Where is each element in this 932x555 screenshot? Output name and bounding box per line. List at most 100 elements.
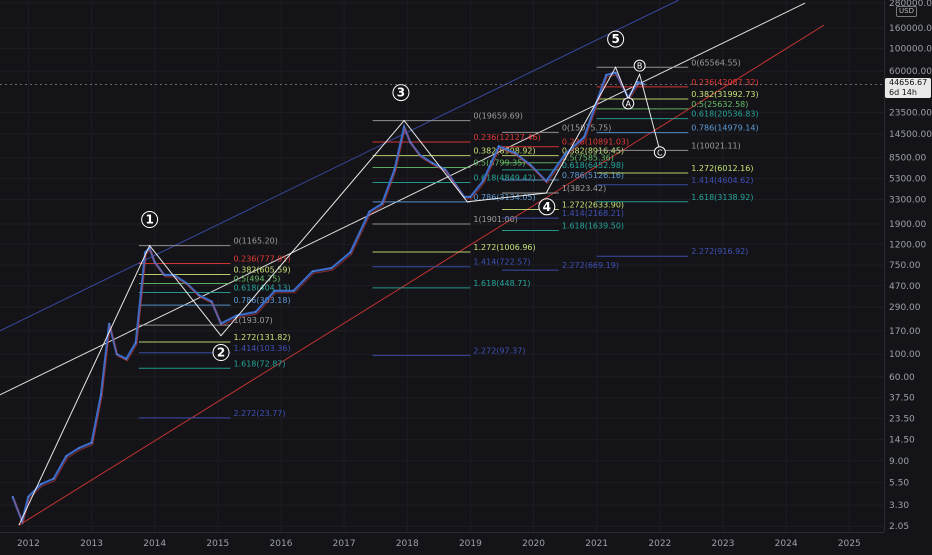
wave-label-circle bbox=[141, 211, 159, 229]
price-point bbox=[108, 322, 111, 325]
fib-level-label: 0(65564.55) bbox=[691, 58, 741, 67]
current-price-value: 44656.67 bbox=[889, 78, 928, 88]
fib-level-label: 0.5(7585.36) bbox=[562, 154, 614, 163]
fib-level-label: 1.272(2633.90) bbox=[562, 201, 624, 210]
price-point bbox=[469, 196, 472, 198]
price-tick-label: 290.00 bbox=[889, 303, 921, 313]
price-tick-label: 170.00 bbox=[889, 327, 921, 337]
fib-level-label: 0.618(4849.42) bbox=[473, 174, 535, 183]
price-point bbox=[40, 483, 42, 486]
time-tick-label: 2025 bbox=[838, 539, 861, 549]
fib-level-label: 1.618(72.87) bbox=[233, 359, 285, 368]
price-tick-label: 60.00 bbox=[889, 373, 915, 383]
price-point bbox=[529, 164, 532, 166]
price-point bbox=[292, 289, 295, 292]
price-tick-label: 470.00 bbox=[889, 282, 921, 292]
price-tick-label: 5.50 bbox=[889, 479, 909, 489]
wave-label-C: C bbox=[657, 148, 663, 157]
price-point bbox=[444, 168, 446, 171]
price-point bbox=[482, 180, 484, 182]
price-point bbox=[381, 202, 383, 205]
price-point bbox=[220, 322, 222, 325]
price-point bbox=[198, 294, 200, 296]
price-tick-label: 280000.00 bbox=[889, 0, 932, 9]
price-point bbox=[153, 261, 156, 264]
fib-level-label: 0.236(42087.32) bbox=[691, 78, 758, 87]
fib-level-label: 0.382(605.59) bbox=[233, 266, 290, 275]
time-tick-label: 2022 bbox=[648, 539, 671, 549]
wave-label-5: 5 bbox=[611, 32, 619, 46]
wave-label-B: B bbox=[637, 62, 643, 71]
currency-button[interactable]: USD bbox=[896, 6, 917, 17]
price-point bbox=[636, 81, 639, 83]
price-point bbox=[564, 153, 566, 155]
fib-level-label: 0.236(12127.46) bbox=[473, 133, 540, 142]
elliott-wave-path bbox=[18, 66, 661, 526]
fib-level-label: 1.414(103.36) bbox=[233, 344, 290, 353]
fib-level-label: 0.236(10891.03) bbox=[562, 138, 629, 147]
price-tick-label: 23500.00 bbox=[889, 109, 932, 119]
channel-line bbox=[0, 0, 680, 332]
fib-level-label: 0.382(31992.73) bbox=[691, 90, 758, 99]
price-point bbox=[144, 251, 147, 254]
time-tick-label: 2014 bbox=[143, 539, 166, 549]
price-tick-label: 750.00 bbox=[889, 261, 921, 271]
price-tick-label: 100.00 bbox=[889, 350, 921, 360]
fib-level-label: 0.382(8916.45) bbox=[562, 147, 624, 156]
price-point bbox=[100, 393, 102, 396]
time-tick-label: 2017 bbox=[333, 539, 356, 549]
fib-level-label: 0(1165.20) bbox=[233, 237, 277, 246]
price-point bbox=[125, 358, 128, 360]
time-tick-label: 2016 bbox=[270, 539, 293, 549]
price-tick-label: 1900.00 bbox=[889, 220, 926, 230]
price-point bbox=[254, 311, 257, 313]
time-tick-label: 2012 bbox=[17, 539, 40, 549]
fib-level-label: 0.786(303.18) bbox=[233, 296, 290, 305]
price-point bbox=[78, 447, 80, 449]
time-tick-label: 2013 bbox=[80, 539, 103, 549]
price-point bbox=[330, 267, 333, 269]
fib-level-label: 0.786(5126.16) bbox=[562, 171, 624, 180]
price-chart[interactable]: 0(1165.20)0.236(777.91)0.382(605.59)0.5(… bbox=[0, 0, 884, 532]
fib-level-label: 1.618(448.71) bbox=[473, 279, 530, 288]
fib-level-label: 0.618(6452.98) bbox=[562, 161, 624, 170]
price-point bbox=[11, 495, 14, 498]
fib-level-label: 1.414(4604.62) bbox=[691, 176, 753, 185]
fib-level-label: 0.786(14979.14) bbox=[691, 124, 758, 133]
price-point bbox=[311, 270, 314, 273]
wave-label-4: 4 bbox=[543, 200, 551, 214]
fib-level-label: 1.272(6012.16) bbox=[691, 164, 753, 173]
price-tick-label: 3.30 bbox=[889, 501, 909, 511]
wave-label-circle bbox=[392, 84, 410, 102]
price-point bbox=[148, 247, 151, 249]
price-scale-labels: 280000.00 160000.00 100000.00 60000.00 23500… bbox=[889, 0, 932, 532]
price-point bbox=[235, 314, 238, 317]
fib-level-label: 1(193.07) bbox=[233, 316, 272, 325]
price-point bbox=[90, 442, 93, 444]
price-tick-label: 160000.00 bbox=[889, 24, 932, 34]
price-tick-label: 60000.00 bbox=[889, 67, 932, 77]
price-point bbox=[409, 141, 412, 144]
fib-level-label: 1.618(1639.50) bbox=[562, 221, 624, 230]
fib-level-label: 1.272(1006.96) bbox=[473, 243, 535, 252]
current-price-badge: 44656.67 6d 14h bbox=[885, 78, 931, 99]
price-point bbox=[583, 136, 585, 139]
fib-level-label: 2.272(916.92) bbox=[691, 247, 748, 256]
price-tick-label: 8500.00 bbox=[889, 154, 926, 164]
price-point bbox=[273, 289, 276, 292]
time-scale[interactable]: 2012 2013 2014 2015 2016 2017 2018 2019 2020 2021… bbox=[0, 532, 884, 551]
price-point bbox=[513, 151, 516, 154]
time-tick-label: 2023 bbox=[712, 539, 735, 549]
price-point bbox=[163, 274, 165, 276]
fib-level-label: 1.618(3138.92) bbox=[691, 193, 753, 202]
wave-label-2: 2 bbox=[217, 346, 225, 360]
time-tick-label: 2019 bbox=[459, 539, 482, 549]
fib-level-label: 2.272(97.37) bbox=[473, 346, 525, 355]
fib-level-label: 1(1901.00) bbox=[473, 215, 517, 224]
wave-label-circle bbox=[607, 30, 625, 48]
price-point bbox=[614, 71, 617, 74]
price-tick-label: 3300.00 bbox=[889, 196, 926, 206]
price-point bbox=[403, 126, 405, 128]
time-scale-labels: 2012 2013 2014 2015 2016 2017 2018 2019 2020 2021… bbox=[17, 539, 861, 549]
